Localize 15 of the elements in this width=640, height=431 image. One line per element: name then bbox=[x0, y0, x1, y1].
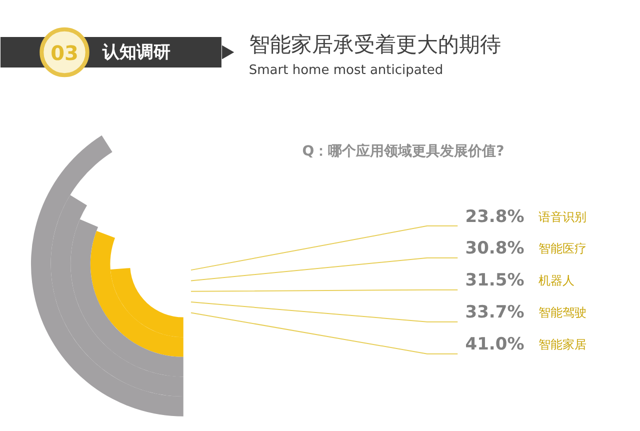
category-label: 语音识别 bbox=[538, 210, 586, 224]
text: 认知调研 bbox=[102, 42, 171, 62]
text: 智能家居承受着更大的期待 bbox=[248, 32, 501, 57]
text: Smart home most anticipated bbox=[248, 63, 444, 78]
text: 03 bbox=[50, 40, 78, 65]
text: Q：哪个应用领域更具发展价值? bbox=[302, 142, 504, 160]
category-label: 智能医疗 bbox=[538, 242, 586, 256]
data-label: 30.8% bbox=[465, 238, 524, 259]
category-label: 智能驾驶 bbox=[538, 306, 586, 320]
category-label: 机器人 bbox=[538, 274, 574, 288]
data-label: 33.7% bbox=[465, 302, 524, 323]
category-label: 智能家居 bbox=[538, 338, 586, 352]
data-label: 23.8% bbox=[465, 206, 524, 227]
data-label: 31.5% bbox=[465, 270, 524, 291]
data-label: 41.0% bbox=[465, 334, 524, 355]
